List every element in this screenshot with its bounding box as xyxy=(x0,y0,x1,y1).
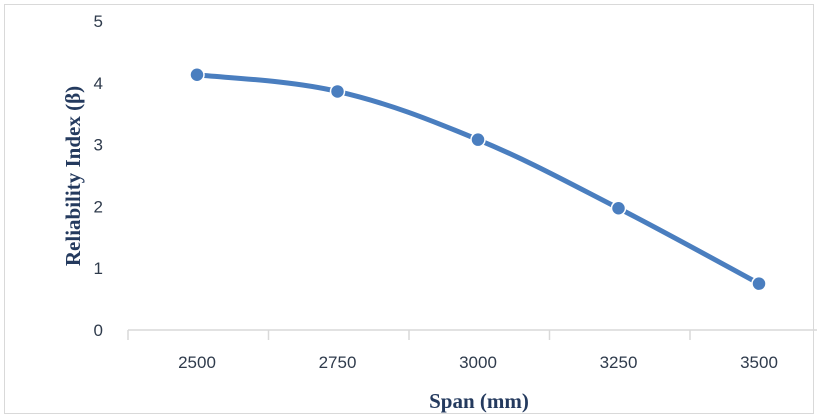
y-tick-label: 1 xyxy=(94,259,103,278)
x-tick-label: 2750 xyxy=(319,353,357,372)
y-tick-label: 2 xyxy=(94,197,103,216)
x-tick-label: 3000 xyxy=(459,353,497,372)
data-point-marker xyxy=(751,275,767,292)
x-tick-label: 3500 xyxy=(740,353,778,372)
x-axis-tick-marks xyxy=(127,330,691,340)
data-point-marker xyxy=(470,131,486,148)
y-tick-label: 4 xyxy=(94,74,103,93)
data-point-marker xyxy=(329,83,346,100)
x-tick-label: 3250 xyxy=(600,353,638,372)
y-axis-tick-labels: 0 1 2 3 4 5 xyxy=(94,12,103,340)
series-line xyxy=(194,72,762,287)
y-tick-label: 5 xyxy=(94,12,103,31)
y-tick-label: 3 xyxy=(94,136,103,155)
data-point-marker xyxy=(610,200,627,217)
chart-frame xyxy=(4,4,814,414)
data-point-marker xyxy=(189,67,205,83)
x-axis-title: Span (mm) xyxy=(429,389,529,413)
series-group xyxy=(189,67,767,292)
y-axis-title: Reliability Index (β) xyxy=(61,86,85,266)
x-axis-tick-labels: 2500 2750 3000 3250 3500 xyxy=(178,353,778,372)
x-tick-label: 2500 xyxy=(178,353,216,372)
y-tick-label: 0 xyxy=(94,321,103,340)
